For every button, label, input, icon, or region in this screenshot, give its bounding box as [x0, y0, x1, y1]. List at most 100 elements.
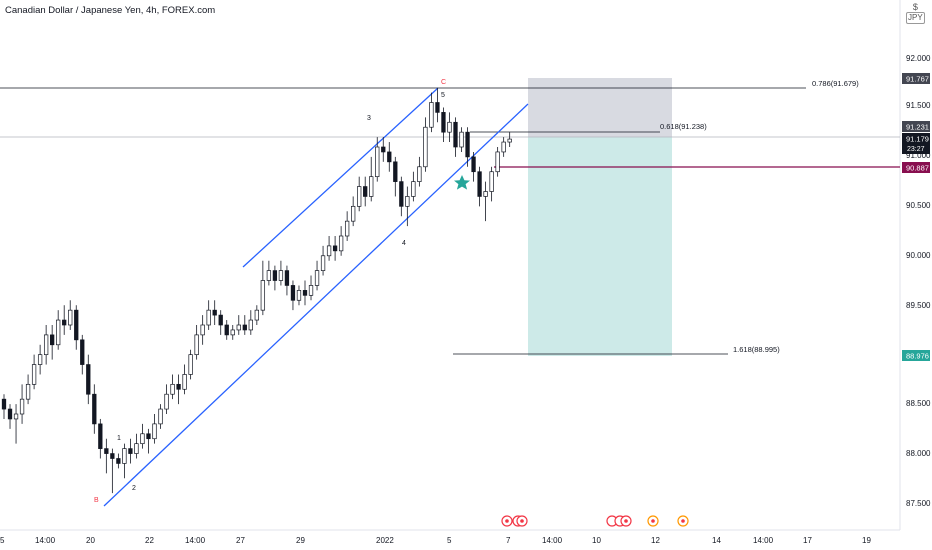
candle-down [86, 364, 91, 395]
last-price-value: 91.179 [906, 135, 929, 144]
currency-indicator[interactable]: $ JPY [906, 2, 925, 24]
candle-down [218, 314, 223, 326]
candle-up [429, 102, 434, 128]
time-tick: 14:00 [185, 536, 206, 545]
currency-symbol: $ [912, 2, 918, 12]
take-profit-zone[interactable] [528, 137, 672, 356]
candle-up [501, 141, 506, 153]
candle-up [507, 138, 512, 143]
fib-label-786: 0.786(91.679) [812, 79, 859, 88]
candle-down [1, 398, 7, 410]
candle-down [62, 319, 67, 326]
candle-up [417, 166, 422, 182]
candle-up [43, 334, 49, 356]
price-tick: 87.500 [906, 499, 931, 508]
candle-up [260, 280, 266, 311]
price-tick: 90.500 [906, 201, 931, 210]
candles [1, 87, 512, 494]
level-786-value: 91.767 [906, 75, 929, 84]
time-tick: 10 [592, 536, 601, 545]
time-tick: 7 [506, 536, 511, 545]
time-tick: 17 [803, 536, 812, 545]
time-tick: 14:00 [753, 536, 774, 545]
candle-up [254, 309, 259, 321]
time-tick: 29 [296, 536, 305, 545]
candle-down [393, 161, 398, 182]
candle-up [134, 443, 139, 454]
chart-title: Canadian Dollar / Japanese Yen, 4h, FORE… [5, 5, 216, 16]
candle-up [483, 191, 488, 197]
event-icon-dot [624, 519, 628, 523]
candle-down [146, 433, 151, 440]
target-level-tag [902, 350, 930, 361]
candle-down [332, 245, 338, 252]
candle-up [56, 319, 61, 346]
candle-down [50, 334, 55, 346]
candle-up [122, 448, 127, 464]
level-618-tag [902, 121, 930, 132]
candle-up [182, 374, 187, 390]
candle-up [375, 146, 380, 178]
candle-down [272, 270, 278, 281]
candle-up [278, 270, 284, 281]
stop-loss-zone[interactable] [528, 78, 672, 137]
candle-up [405, 196, 410, 207]
candle-down [110, 453, 115, 459]
candle-down [399, 181, 404, 207]
candle-up [236, 324, 241, 331]
target-level-value: 88.976 [906, 352, 929, 361]
time-tick: 14:00 [35, 536, 56, 545]
candle-up [314, 270, 320, 286]
economic-events[interactable] [501, 515, 689, 527]
candle-up [31, 364, 37, 385]
currency-code: JPY [906, 12, 925, 24]
stop-level-value: 90.887 [906, 164, 929, 173]
candle-up [459, 131, 464, 148]
candle-up [25, 383, 31, 400]
candle-up [188, 354, 193, 375]
price-tick: 90.000 [906, 251, 931, 260]
last-price-tag [902, 133, 930, 154]
candle-down [290, 285, 296, 301]
candle-up [308, 285, 314, 296]
event-icon-dot [520, 519, 524, 523]
candle-up [489, 171, 494, 192]
candle-down [104, 448, 109, 454]
candle-up [495, 151, 500, 173]
candle-down [242, 324, 247, 331]
candle-up [411, 181, 416, 197]
candle-down [363, 186, 368, 197]
wave-label-4: 4 [402, 240, 406, 247]
fib-label-618: 0.618(91.238) [660, 122, 707, 131]
time-tick: 2022 [376, 536, 394, 545]
candle-up [68, 309, 73, 326]
candle-down [92, 393, 97, 425]
candle-up [447, 121, 452, 133]
price-tick: 89.500 [906, 301, 931, 310]
candle-up [266, 270, 272, 281]
candle-down [441, 112, 446, 133]
candle-down [116, 458, 121, 464]
candle-up [170, 383, 175, 395]
bar-countdown: 23:27 [907, 146, 925, 153]
price-tick: 88.500 [906, 399, 931, 408]
price-tick: 92.000 [906, 54, 931, 63]
candle-up [194, 334, 199, 356]
channel-lower-line[interactable] [103, 103, 529, 507]
time-tick: 5 [0, 536, 5, 545]
event-icon-dot [681, 519, 685, 523]
candle-up [13, 413, 19, 420]
candle-up [344, 220, 350, 237]
candle-up [19, 398, 25, 415]
time-tick: 12 [651, 536, 660, 545]
channel-upper-line[interactable] [242, 87, 439, 268]
candle-up [369, 176, 374, 197]
star-icon [454, 175, 470, 190]
wave-label-2: 2 [132, 485, 136, 492]
candle-up [206, 309, 211, 326]
candle-down [98, 423, 103, 449]
candle-down [284, 270, 290, 286]
candle-up [37, 354, 43, 365]
event-icon-dot [651, 519, 655, 523]
